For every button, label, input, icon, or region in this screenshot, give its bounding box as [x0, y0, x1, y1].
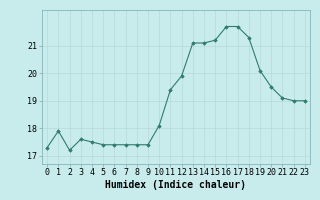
X-axis label: Humidex (Indice chaleur): Humidex (Indice chaleur): [106, 180, 246, 190]
